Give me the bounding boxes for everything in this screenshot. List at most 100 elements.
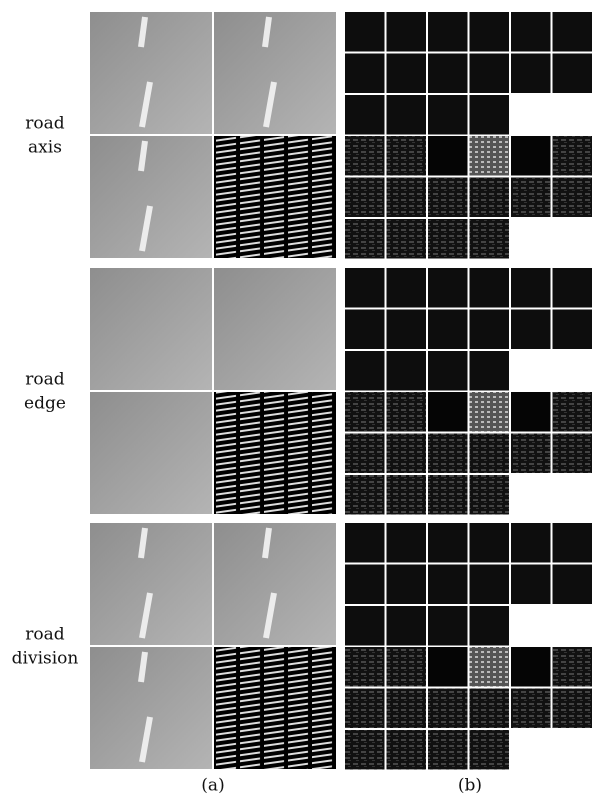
feature-map [470, 178, 510, 218]
feature-map [387, 392, 427, 432]
feature-map [511, 689, 551, 729]
feature-map [470, 268, 510, 308]
feature-image [214, 392, 336, 514]
page: roadaxisroadedgeroaddivision(a)(b) (() =… [0, 0, 594, 796]
road-image [214, 12, 336, 134]
feature-map [387, 351, 427, 391]
feature-map [345, 689, 385, 729]
road-image [90, 136, 212, 258]
feature-map [387, 136, 427, 176]
feature-map [345, 606, 385, 646]
feature-map [428, 310, 468, 350]
feature-map [428, 351, 468, 391]
road-image [214, 523, 336, 645]
feature-map [428, 136, 468, 176]
feature-map [387, 689, 427, 729]
feature-map [428, 565, 468, 605]
feature-map [470, 12, 510, 52]
feature-map [470, 647, 510, 687]
feature-map [387, 565, 427, 605]
feature-map [553, 12, 593, 52]
feature-map [428, 95, 468, 135]
feature-map [553, 136, 593, 176]
feature-map [470, 219, 510, 259]
feature-map [511, 268, 551, 308]
feature-map [511, 310, 551, 350]
feature-map [387, 54, 427, 94]
feature-map [345, 730, 385, 770]
feature-map [345, 268, 385, 308]
feature-map [470, 136, 510, 176]
feature-map [345, 136, 385, 176]
feature-map [428, 647, 468, 687]
feature-map [345, 647, 385, 687]
feature-map [511, 392, 551, 432]
feature-map [470, 95, 510, 135]
road-image [90, 392, 212, 514]
feature-map [428, 475, 468, 515]
road-image [90, 523, 212, 645]
feature-map [553, 268, 593, 308]
feature-map [387, 178, 427, 218]
feature-map [428, 219, 468, 259]
feature-map [345, 351, 385, 391]
row-label: road [25, 625, 64, 645]
feature-map [511, 523, 551, 563]
panel-caption: (a) [201, 776, 224, 796]
feature-map [470, 689, 510, 729]
feature-map [511, 12, 551, 52]
feature-map [428, 54, 468, 94]
feature-image [214, 136, 336, 258]
feature-map [387, 523, 427, 563]
feature-map [387, 95, 427, 135]
road-image [90, 647, 212, 769]
feature-map [428, 12, 468, 52]
row-label: road [25, 370, 64, 390]
feature-map [470, 351, 510, 391]
feature-map [470, 54, 510, 94]
feature-map [428, 523, 468, 563]
feature-map [553, 54, 593, 94]
feature-map [470, 475, 510, 515]
feature-map [428, 606, 468, 646]
feature-image [214, 647, 336, 769]
feature-map [428, 178, 468, 218]
feature-map [428, 392, 468, 432]
feature-map [470, 730, 510, 770]
feature-map [345, 219, 385, 259]
feature-map [387, 219, 427, 259]
feature-map [428, 434, 468, 474]
row-label: axis [28, 138, 62, 158]
feature-map [345, 565, 385, 605]
feature-map [428, 689, 468, 729]
feature-map [387, 268, 427, 308]
panel-caption: (b) [458, 776, 482, 796]
row-label: edge [24, 394, 66, 414]
feature-map [553, 310, 593, 350]
feature-map [345, 95, 385, 135]
feature-map [553, 392, 593, 432]
feature-map [470, 523, 510, 563]
feature-map [345, 12, 385, 52]
feature-map [470, 565, 510, 605]
feature-map [553, 647, 593, 687]
feature-map [470, 606, 510, 646]
feature-map [387, 475, 427, 515]
feature-map [470, 392, 510, 432]
feature-map [387, 310, 427, 350]
feature-map [345, 54, 385, 94]
feature-map [387, 12, 427, 52]
feature-map [511, 54, 551, 94]
feature-map [511, 647, 551, 687]
feature-map [511, 178, 551, 218]
feature-map [553, 434, 593, 474]
feature-map [345, 392, 385, 432]
row-label: road [25, 114, 64, 134]
feature-map [387, 606, 427, 646]
feature-map [553, 565, 593, 605]
figure: roadaxisroadedgeroaddivision(a)(b) [0, 0, 594, 796]
feature-map [553, 523, 593, 563]
feature-map [553, 178, 593, 218]
feature-map [553, 689, 593, 729]
feature-map [345, 310, 385, 350]
